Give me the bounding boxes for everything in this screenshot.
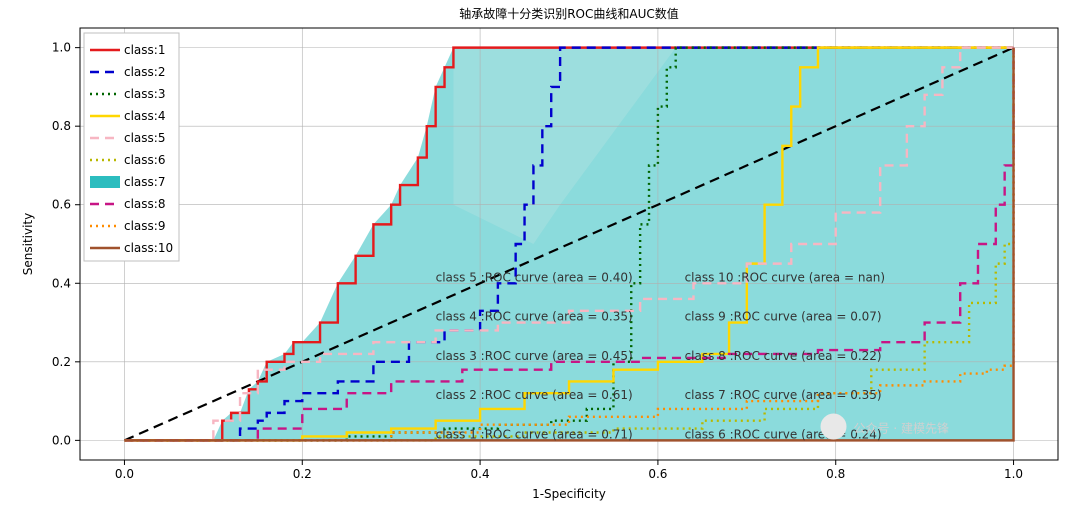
watermark-text: 公众号 · 建模先锋 <box>854 422 949 436</box>
annotation: class 9 :ROC curve (area = 0.07) <box>685 310 882 324</box>
ylabel: Sensitivity <box>21 213 35 275</box>
xtick-label: 0.2 <box>293 467 312 481</box>
legend-label: class:3 <box>124 87 165 101</box>
annotation: class 4 :ROC curve (area = 0.35) <box>436 310 633 324</box>
legend-label: class:9 <box>124 219 165 233</box>
annotation: class 7 :ROC curve (area = 0.35) <box>685 388 882 402</box>
annotation: class 2 :ROC curve (area = 0.61) <box>436 388 633 402</box>
annotation: class 8 :ROC curve (area = 0.22) <box>685 349 882 363</box>
legend-label: class:10 <box>124 241 173 255</box>
xlabel: 1-Specificity <box>532 487 606 501</box>
annotation: class 5 :ROC curve (area = 0.40) <box>436 270 633 284</box>
annotation: class 3 :ROC curve (area = 0.45) <box>436 349 633 363</box>
legend-label: class:5 <box>124 131 165 145</box>
watermark-icon <box>821 414 847 440</box>
xtick-label: 1.0 <box>1004 467 1023 481</box>
ytick-label: 0.2 <box>52 355 71 369</box>
xtick-label: 0.0 <box>115 467 134 481</box>
ytick-label: 1.0 <box>52 41 71 55</box>
roc-chart: 0.0 0.2 0.4 0.6 0.8 1.0 0.0 0.2 0.4 0.6 0.8 1.0 1-Sp… <box>0 0 1080 509</box>
annotation: class 6 :ROC curve (area = 0.24) <box>685 427 882 441</box>
ytick-label: 0.0 <box>52 433 71 447</box>
ytick-label: 0.6 <box>52 198 71 212</box>
chart-title: 轴承故障十分类识别ROC曲线和AUC数值 <box>459 6 679 21</box>
legend-label: class:2 <box>124 65 165 79</box>
annotation: class 1 :ROC curve (area = 0.71) <box>436 427 633 441</box>
ytick-label: 0.8 <box>52 119 71 133</box>
ytick-label: 0.4 <box>52 276 71 290</box>
xtick-label: 0.4 <box>471 467 490 481</box>
legend-label: class:6 <box>124 153 165 167</box>
annotation: class 10 :ROC curve (area = nan) <box>685 270 886 284</box>
xtick-label: 0.6 <box>648 467 667 481</box>
legend-label: class:8 <box>124 197 165 211</box>
legend-label: class:1 <box>124 43 165 57</box>
xtick-label: 0.8 <box>826 467 845 481</box>
legend-label: class:4 <box>124 109 165 123</box>
legend-label: class:7 <box>124 175 165 189</box>
legend-swatch <box>90 176 120 188</box>
